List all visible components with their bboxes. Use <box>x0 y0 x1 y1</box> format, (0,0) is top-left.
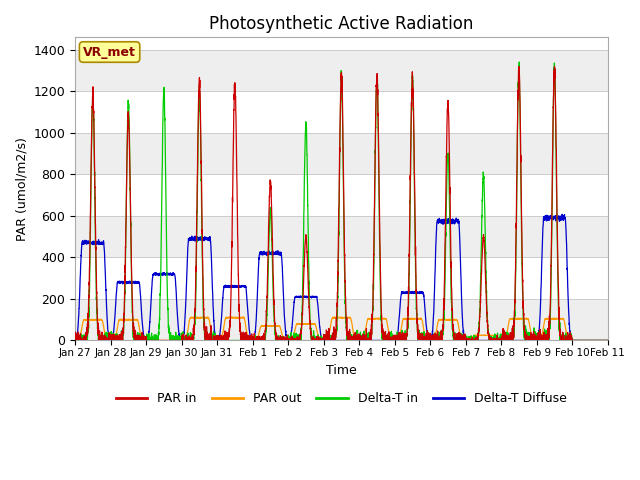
PAR out <box>72 337 79 343</box>
Delta-T in <box>604 337 611 343</box>
PAR in <box>491 337 499 343</box>
Delta-T in <box>167 337 175 343</box>
Line: PAR in: PAR in <box>75 66 607 340</box>
PAR out <box>604 337 611 343</box>
Bar <box>75 216 607 257</box>
Line: Delta-T Diffuse: Delta-T Diffuse <box>75 215 607 340</box>
Delta-T Diffuse <box>72 337 79 343</box>
Text: VR_met: VR_met <box>83 46 136 59</box>
Delta-T in <box>431 337 439 343</box>
PAR in <box>461 337 468 343</box>
PAR out <box>71 337 79 343</box>
Delta-T in <box>491 337 499 343</box>
Delta-T in <box>461 335 468 341</box>
PAR in <box>321 332 329 338</box>
Delta-T in <box>71 337 79 343</box>
Bar <box>75 174 607 216</box>
Delta-T Diffuse <box>604 337 611 343</box>
Legend: PAR in, PAR out, Delta-T in, Delta-T Diffuse: PAR in, PAR out, Delta-T in, Delta-T Dif… <box>111 387 572 410</box>
PAR in <box>604 337 611 343</box>
Delta-T Diffuse <box>461 337 468 343</box>
Bar <box>75 133 607 174</box>
Delta-T Diffuse <box>431 268 439 274</box>
Bar <box>75 299 607 340</box>
PAR in <box>431 337 439 343</box>
Delta-T Diffuse <box>167 272 175 277</box>
PAR out <box>461 337 468 343</box>
PAR out <box>431 333 439 339</box>
PAR out <box>491 335 499 341</box>
Y-axis label: PAR (umol/m2/s): PAR (umol/m2/s) <box>15 137 28 241</box>
Title: Photosynthetic Active Radiation: Photosynthetic Active Radiation <box>209 15 474 33</box>
PAR in <box>550 63 558 69</box>
Bar <box>75 257 607 299</box>
PAR in <box>71 331 79 337</box>
Bar <box>75 50 607 91</box>
X-axis label: Time: Time <box>326 364 356 377</box>
Delta-T Diffuse <box>491 337 499 343</box>
Delta-T in <box>515 59 523 65</box>
Bar <box>75 91 607 133</box>
PAR out <box>604 337 611 343</box>
PAR out <box>228 314 236 320</box>
Delta-T Diffuse <box>604 337 611 343</box>
Delta-T Diffuse <box>321 337 329 343</box>
Delta-T in <box>603 337 611 343</box>
PAR in <box>167 337 175 343</box>
Delta-T Diffuse <box>71 337 79 343</box>
PAR out <box>167 337 175 343</box>
PAR out <box>322 337 330 343</box>
PAR in <box>72 337 79 343</box>
Line: PAR out: PAR out <box>75 317 607 340</box>
PAR in <box>604 337 611 343</box>
Delta-T in <box>321 337 329 343</box>
Delta-T Diffuse <box>558 212 566 217</box>
Line: Delta-T in: Delta-T in <box>75 62 607 340</box>
